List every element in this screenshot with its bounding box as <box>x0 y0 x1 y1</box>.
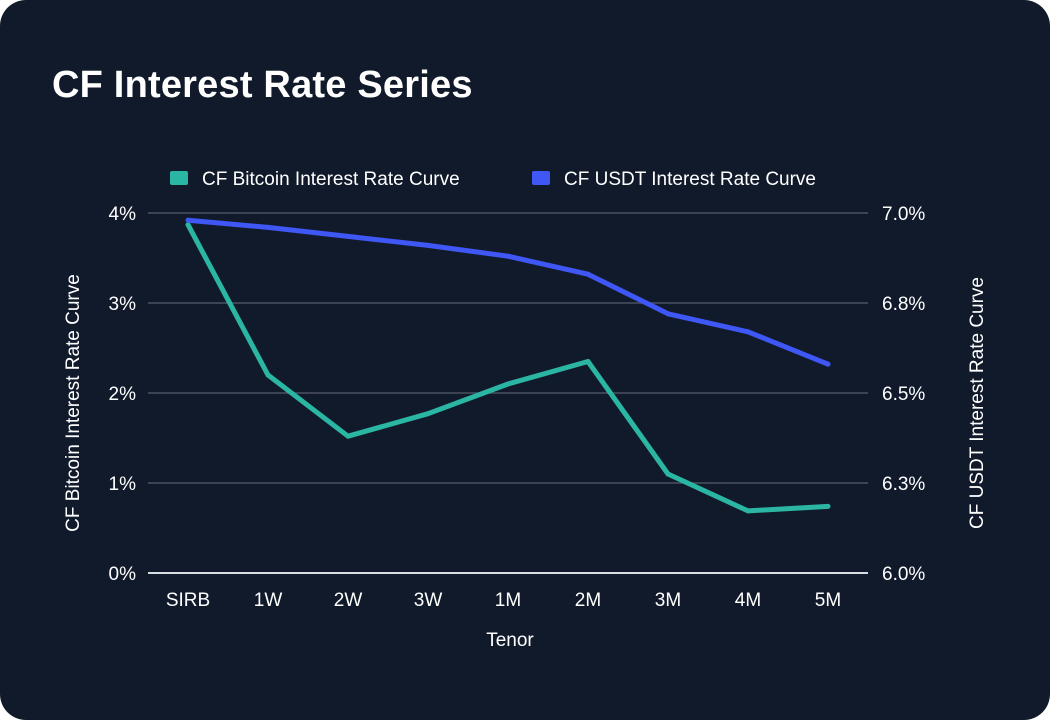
data-point-bitcoin <box>265 372 271 378</box>
x-tick-label: SIRB <box>166 590 210 611</box>
data-point-usdt <box>745 329 751 335</box>
y-left-tick-label: 0% <box>109 564 137 585</box>
legend-swatch-usdt <box>532 171 550 185</box>
data-point-bitcoin <box>825 503 831 509</box>
data-point-usdt <box>345 233 351 239</box>
legend-swatch-bitcoin <box>170 171 188 185</box>
x-axis-label: Tenor <box>486 630 534 651</box>
data-point-usdt <box>185 217 191 223</box>
y-right-tick-label: 7.0% <box>882 204 925 225</box>
x-tick-label: 3W <box>414 590 443 611</box>
x-tick-label: 1M <box>495 590 521 611</box>
data-point-usdt <box>585 271 591 277</box>
data-point-bitcoin <box>745 508 751 514</box>
x-tick-label: 2W <box>334 590 363 611</box>
y-right-tick-label: 6.8% <box>882 294 925 315</box>
data-point-bitcoin <box>425 411 431 417</box>
series-line-usdt <box>187 217 829 367</box>
chart-title: CF Interest Rate Series <box>52 64 473 106</box>
y-right-tick-label: 6.3% <box>882 474 925 495</box>
data-point-usdt <box>825 361 831 367</box>
x-tick-label: 2M <box>575 590 601 611</box>
legend-label-bitcoin: CF Bitcoin Interest Rate Curve <box>202 169 460 190</box>
data-point-bitcoin <box>585 359 591 364</box>
y-right-tick-label: 6.5% <box>882 384 925 405</box>
legend-label-usdt: CF USDT Interest Rate Curve <box>564 169 816 190</box>
left-axis-ticks: 0% 1% 2% 3% 4% <box>109 204 137 585</box>
gridlines <box>148 212 868 574</box>
x-tick-label: 1W <box>254 590 283 611</box>
x-tick-label: 5M <box>815 590 841 611</box>
data-point-bitcoin <box>345 433 351 439</box>
x-axis-ticks: SIRB 1W 2W 3W 1M 2M 3M 4M 5M <box>166 590 841 611</box>
data-point-usdt <box>425 242 431 248</box>
y-right-tick-label: 6.0% <box>882 564 925 585</box>
x-tick-label: 4M <box>735 590 761 611</box>
series-lines <box>185 217 831 514</box>
y-left-tick-label: 2% <box>109 384 137 405</box>
data-point-usdt <box>265 224 271 230</box>
data-point-usdt <box>665 311 671 317</box>
legend: CF Bitcoin Interest Rate Curve CF USDT I… <box>170 169 816 190</box>
y-axis-left-label: CF Bitcoin Interest Rate Curve <box>63 274 84 532</box>
x-tick-label: 3M <box>655 590 681 611</box>
y-axis-right-label: CF USDT Interest Rate Curve <box>967 277 988 529</box>
y-left-tick-label: 3% <box>109 294 137 315</box>
right-axis-ticks: 6.0% 6.3% 6.5% 6.8% 7.0% <box>882 204 925 585</box>
data-point-bitcoin <box>665 471 671 477</box>
y-left-tick-label: 4% <box>109 204 137 225</box>
data-point-usdt <box>505 253 511 259</box>
data-point-bitcoin <box>505 381 511 387</box>
series-line-bitcoin <box>185 223 829 514</box>
y-left-tick-label: 1% <box>109 474 137 495</box>
data-point-bitcoin <box>185 222 191 228</box>
